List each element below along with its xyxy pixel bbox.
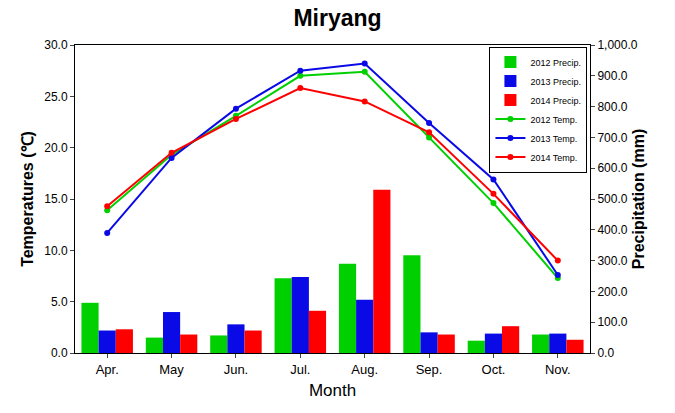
svg-text:15.0: 15.0 <box>44 192 68 206</box>
svg-text:600.0: 600.0 <box>597 161 627 175</box>
svg-text:25.0: 25.0 <box>44 90 68 104</box>
svg-text:Miryang: Miryang <box>293 5 381 31</box>
svg-text:2013 Temp.: 2013 Temp. <box>530 134 577 144</box>
svg-text:Jun.: Jun. <box>224 362 249 377</box>
svg-text:2014 Precip.: 2014 Precip. <box>530 96 581 106</box>
svg-text:Apr.: Apr. <box>96 362 119 377</box>
svg-text:2014 Temp.: 2014 Temp. <box>530 153 577 163</box>
svg-text:1,000.0: 1,000.0 <box>597 38 637 52</box>
svg-text:0.0: 0.0 <box>597 346 614 360</box>
svg-text:0.0: 0.0 <box>51 346 68 360</box>
svg-text:800.0: 800.0 <box>597 100 627 114</box>
svg-text:2013 Precip.: 2013 Precip. <box>530 77 581 87</box>
svg-text:2012 Temp.: 2012 Temp. <box>530 115 577 125</box>
svg-text:400.0: 400.0 <box>597 223 627 237</box>
svg-text:20.0: 20.0 <box>44 141 68 155</box>
svg-text:Precipitation (mm): Precipitation (mm) <box>630 129 647 269</box>
svg-text:300.0: 300.0 <box>597 254 627 268</box>
svg-text:Temperatures (℃): Temperatures (℃) <box>19 131 36 267</box>
svg-text:Nov.: Nov. <box>545 362 571 377</box>
svg-text:900.0: 900.0 <box>597 69 627 83</box>
svg-text:2012 Precip.: 2012 Precip. <box>530 58 581 68</box>
svg-text:May: May <box>159 362 184 377</box>
svg-text:Jul.: Jul. <box>290 362 310 377</box>
svg-text:500.0: 500.0 <box>597 192 627 206</box>
svg-text:10.0: 10.0 <box>44 244 68 258</box>
svg-text:700.0: 700.0 <box>597 131 627 145</box>
svg-text:30.0: 30.0 <box>44 38 68 52</box>
svg-text:Sep.: Sep. <box>416 362 443 377</box>
svg-text:Aug.: Aug. <box>351 362 378 377</box>
svg-text:200.0: 200.0 <box>597 285 627 299</box>
svg-text:Month: Month <box>309 381 356 400</box>
svg-text:Oct.: Oct. <box>482 362 506 377</box>
svg-text:100.0: 100.0 <box>597 315 627 329</box>
svg-text:5.0: 5.0 <box>51 295 68 309</box>
